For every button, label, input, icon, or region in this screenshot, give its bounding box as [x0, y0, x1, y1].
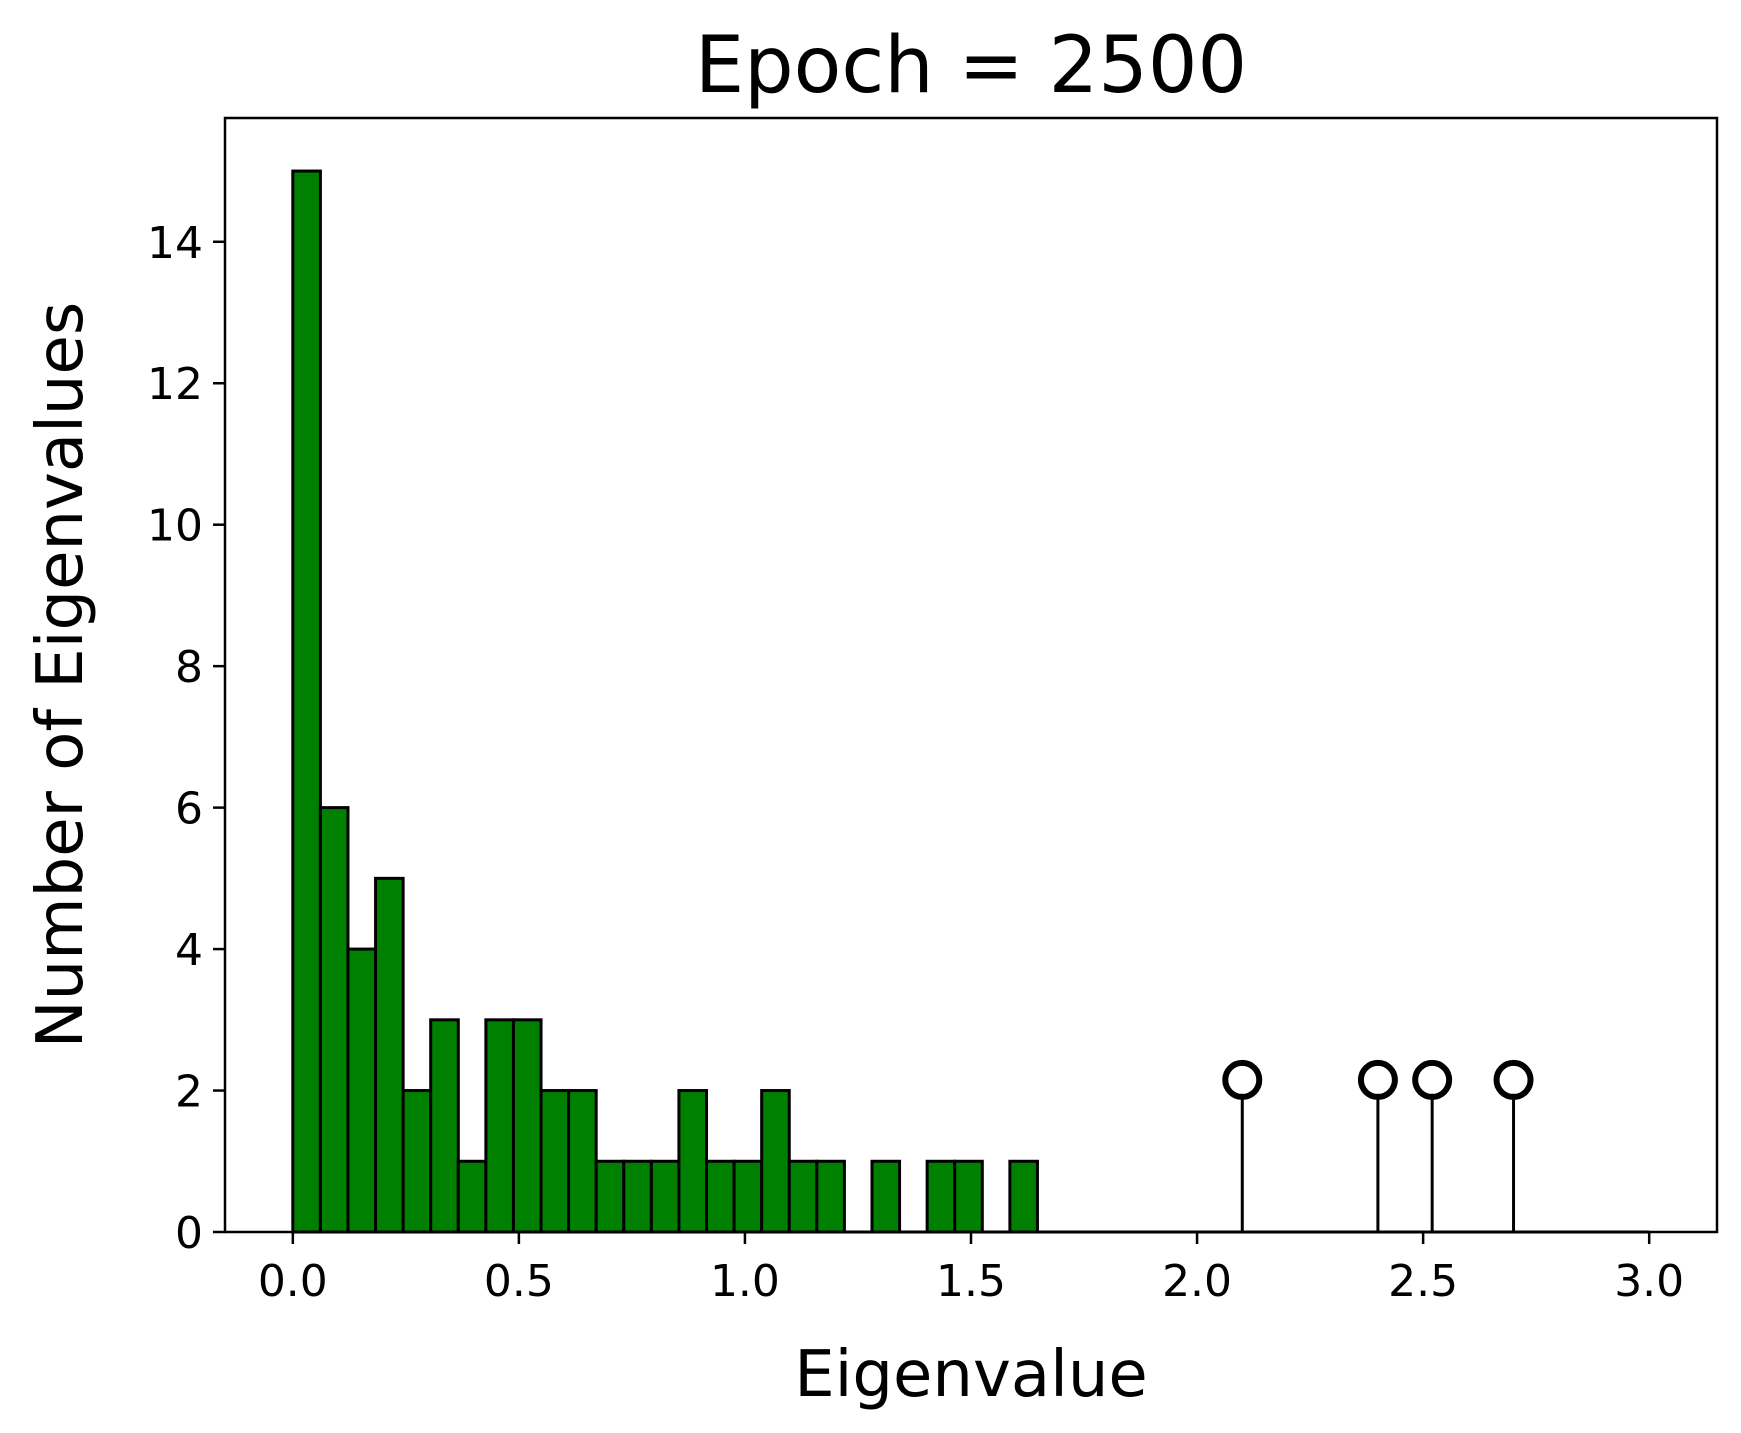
y-tick-label: 2 [175, 1067, 203, 1118]
histogram-bar-21 [870, 1159, 902, 1234]
histogram-bar-6 [429, 1018, 460, 1234]
histogram-bar-23 [953, 1159, 984, 1234]
x-tick-label: 0.5 [484, 1256, 554, 1307]
histogram-bar-15 [677, 1089, 709, 1234]
x-tick-label: 2.5 [1388, 1256, 1458, 1307]
histogram-bar-16 [705, 1159, 736, 1234]
y-axis-label: Number of Eigenvalues [24, 302, 98, 1048]
y-axis-ticks: 0 2 4 6 8 10 12 14 [147, 218, 225, 1259]
histogram-bar-4 [374, 876, 405, 1234]
y-tick-label: 4 [175, 925, 203, 976]
histogram-bar-2 [318, 806, 350, 1234]
histogram-bar-20 [815, 1159, 846, 1234]
x-tick-label: 2.0 [1162, 1256, 1232, 1307]
x-axis-ticks: 0.0 0.5 1.0 1.5 2.0 2.5 3.0 [258, 1232, 1684, 1307]
x-tick-label: 1.0 [710, 1256, 780, 1307]
stem-marker-3 [1412, 1059, 1453, 1100]
histogram-bar-7 [456, 1159, 488, 1234]
histogram-bar-5 [401, 1089, 433, 1234]
y-tick-label: 0 [175, 1208, 203, 1259]
histogram-bar-13 [622, 1159, 653, 1234]
histogram-bar-24 [1008, 1159, 1039, 1234]
histogram-bar-8 [484, 1018, 515, 1234]
y-tick-label: 6 [175, 784, 203, 835]
histogram-bar-10 [539, 1089, 571, 1234]
x-tick-label: 3.0 [1614, 1256, 1684, 1307]
histogram-bar-19 [787, 1159, 819, 1234]
histogram-bar-11 [567, 1089, 598, 1234]
histogram-bar-18 [760, 1089, 791, 1234]
stem-markers [1222, 1059, 1534, 1232]
histogram-bar-22 [925, 1159, 957, 1234]
histogram-bar-9 [511, 1018, 543, 1234]
histogram-bar-12 [594, 1159, 626, 1234]
histogram-bar-3 [346, 947, 378, 1234]
y-tick-label: 12 [147, 359, 203, 410]
histogram-bar-14 [649, 1159, 681, 1234]
stem-marker-4 [1493, 1059, 1534, 1100]
chart-title: Epoch = 2500 [695, 21, 1247, 111]
y-tick-label: 14 [147, 218, 203, 269]
y-tick-label: 10 [147, 501, 203, 552]
x-tick-label: 1.5 [936, 1256, 1006, 1307]
histogram-bar-17 [732, 1159, 764, 1234]
x-axis-label: Eigenvalue [794, 1338, 1148, 1412]
stem-marker-1 [1222, 1059, 1263, 1100]
histogram-bars [291, 169, 1039, 1234]
x-tick-label: 0.0 [258, 1256, 328, 1307]
stem-marker-2 [1357, 1059, 1398, 1100]
histogram-bar-1 [291, 169, 322, 1234]
y-tick-label: 8 [175, 642, 203, 693]
